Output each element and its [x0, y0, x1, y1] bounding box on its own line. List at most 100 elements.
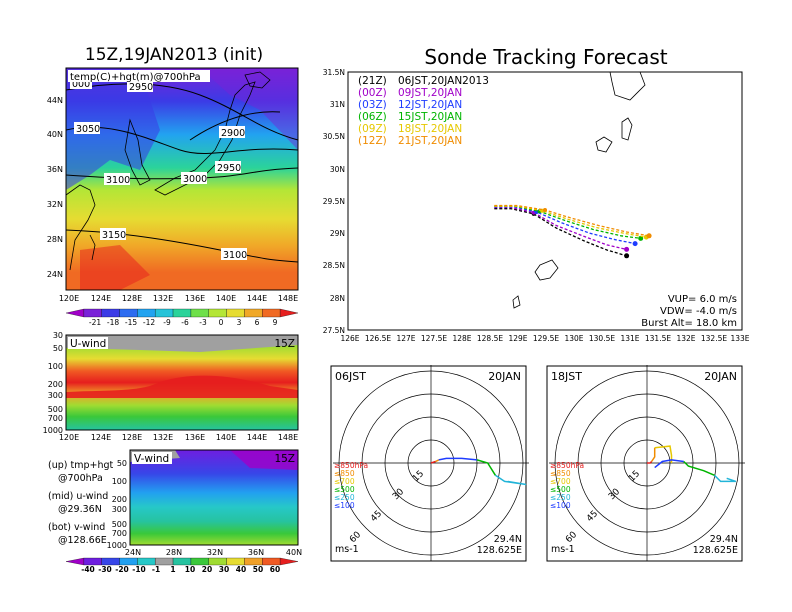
- hodo0-level-0: ≥850hPa: [334, 461, 368, 470]
- contour-label-8: 3100: [223, 250, 247, 261]
- hodo1-unit: ms-1: [551, 544, 575, 555]
- map-lon-tick-5: 140E: [216, 294, 236, 303]
- track-lon-11: 131.5E: [645, 334, 671, 343]
- contour-2950: [65, 83, 299, 141]
- kyushu-island: [609, 71, 646, 101]
- vwind-panel: V-wind 15Z 50 100 200 300 500 700 1000 2…: [107, 449, 302, 557]
- hodo0-level-4: ≤250: [334, 493, 355, 502]
- track-lon-ticks: 126E 126.5E 127E 127.5E 128E 128.5E 129E…: [340, 334, 749, 343]
- note-3: @29.36N: [58, 504, 102, 515]
- contour-label-4: 3100: [106, 175, 130, 186]
- wind-colorbar-swatch: [190, 557, 209, 566]
- hodo1-lon: 128.625E: [693, 545, 738, 556]
- wind-colorbar-swatch: [83, 557, 102, 566]
- temp-cb-label-5: -6: [181, 318, 189, 327]
- track-lon-2: 127E: [396, 334, 415, 343]
- vwind-lat-0: 24N: [125, 548, 141, 557]
- contour-3050: [65, 126, 299, 155]
- note-0: (up) tmp+hgt: [48, 460, 114, 471]
- uwind-level-1: 50: [53, 344, 63, 353]
- map-lon-tick-7: 148E: [278, 294, 298, 303]
- temp-colorbar-swatch: [83, 308, 102, 318]
- hodo0-level-3: ≤500: [334, 485, 355, 494]
- hodo0-level-2: ≤700: [334, 477, 355, 486]
- wind-cb-label-5: 1: [170, 565, 175, 574]
- hodo1-lines: [647, 445, 737, 483]
- track-lines: [494, 204, 652, 259]
- track-lat-5: 29N: [330, 229, 345, 238]
- hodo1-date: 20JAN: [704, 370, 737, 383]
- temp-colorbar-swatch: [172, 308, 192, 318]
- track-lat-7: 28N: [330, 294, 345, 303]
- contour-label-bg-2: [74, 122, 100, 134]
- param-burst: Burst Alt= 18.0 km: [641, 318, 737, 329]
- legend-code-2: (03Z): [358, 99, 387, 111]
- track-line-5: [494, 204, 650, 237]
- uwind-level-ticks: 30 50 100 200 300 500 700 1000: [43, 331, 63, 435]
- track-lon-3: 127.5E: [421, 334, 447, 343]
- hodo0-level-5: ≤100: [334, 501, 355, 510]
- vwind-level-5: 700: [112, 529, 127, 538]
- tokunoshima-island: [512, 295, 521, 309]
- map-lat-tick-5: 24N: [47, 270, 63, 279]
- hodo1-line-0: [647, 460, 653, 464]
- temp-colorbar-swatch: [137, 308, 156, 318]
- hodo0-level-legend: ≥850hPa ≤850 ≤700 ≤500 ≤250 ≤100: [334, 461, 368, 510]
- hodo1-level-1: ≤850: [550, 469, 571, 478]
- uwind-label-bg: [68, 337, 108, 349]
- right-title: Sonde Tracking Forecast: [424, 45, 667, 69]
- uwind-lon-1: 124E: [91, 433, 111, 442]
- map-lon-tick-4: 136E: [185, 294, 205, 303]
- china-coast: [65, 184, 96, 271]
- wind-colorbar-swatch: [172, 557, 192, 566]
- hodo1-lat: 29.4N: [710, 534, 738, 545]
- uwind-lon-5: 140E: [216, 433, 236, 442]
- hodo1-level-5: ≤100: [550, 501, 571, 510]
- map-lat-tick-1: 40N: [47, 130, 63, 139]
- islands: [512, 71, 646, 309]
- hodo0-unit: ms-1: [335, 544, 359, 555]
- vwind-lat-1: 28N: [166, 548, 182, 557]
- temp-cb-label-4: -9: [163, 318, 171, 327]
- hodo1-level-legend: ≥850hPa ≤850 ≤700 ≤500 ≤250 ≤100: [550, 461, 584, 510]
- uwind-jet-core: [66, 375, 298, 398]
- track-lon-0: 126E: [340, 334, 359, 343]
- contour-label-2: 3050: [76, 124, 100, 135]
- wind-cb-label-7: 20: [202, 565, 212, 574]
- contour-label-6: 3000: [183, 174, 207, 185]
- map-lon-tick-2: 128E: [122, 294, 142, 303]
- map-lat-tick-3: 32N: [47, 200, 63, 209]
- vwind-level-4: 500: [112, 520, 127, 529]
- track-lat-8: 27.5N: [323, 326, 345, 335]
- hodo0-line-2: [438, 457, 478, 461]
- track-end-0: [624, 253, 630, 259]
- hodo0-lat: 29.4N: [494, 534, 522, 545]
- temp-colorbar-swatch: [119, 308, 138, 318]
- uwind-time: 15Z: [274, 338, 295, 350]
- track-lon-13: 132.5E: [701, 334, 727, 343]
- track-params: VUP= 6.0 m/s VDW= -4.0 m/s Burst Alt= 18…: [641, 294, 737, 329]
- contour-2900: [189, 111, 281, 141]
- cold-region-north: [200, 68, 298, 150]
- wind-cb-label-6: 10: [185, 565, 195, 574]
- vwind-lat-3: 36N: [248, 548, 264, 557]
- wind-cb-label-9: 40: [236, 565, 246, 574]
- wind-cb-label-0: -40: [81, 565, 95, 574]
- temp-cb-label-3: -12: [143, 318, 155, 327]
- hodo1-time: 18JST: [551, 370, 582, 383]
- map-lat-tick-0: 44N: [47, 96, 63, 105]
- wind-colorbar-swatch: [101, 557, 120, 566]
- wind-cb-label-2: -20: [115, 565, 129, 574]
- wind-cb-label-1: -30: [98, 565, 112, 574]
- map-lat-tick-2: 36N: [47, 165, 63, 174]
- contour-label-7: 3150: [102, 230, 126, 241]
- wind-colorbar-swatch: [280, 557, 299, 566]
- hodo0-date: 20JAN: [488, 370, 521, 383]
- track-lon-1: 126.5E: [365, 334, 391, 343]
- temp-colorbar-swatch: [208, 308, 227, 318]
- uwind-lon-4: 136E: [185, 433, 205, 442]
- track-lon-9: 130.5E: [589, 334, 615, 343]
- taiwan-coast: [89, 234, 96, 261]
- track-end-2: [632, 241, 638, 247]
- wind-colorbar-swatch: [119, 557, 138, 566]
